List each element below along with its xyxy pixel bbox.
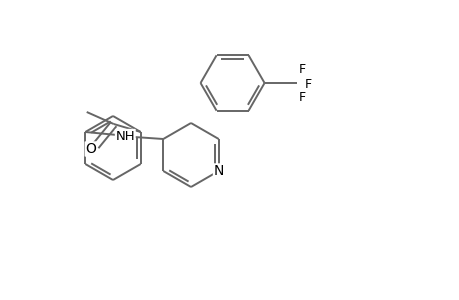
- Text: N: N: [213, 164, 224, 178]
- Text: F: F: [298, 62, 305, 76]
- Text: O: O: [85, 142, 96, 156]
- Text: F: F: [298, 91, 305, 103]
- Text: F: F: [304, 77, 311, 91]
- Text: NH: NH: [115, 130, 135, 142]
